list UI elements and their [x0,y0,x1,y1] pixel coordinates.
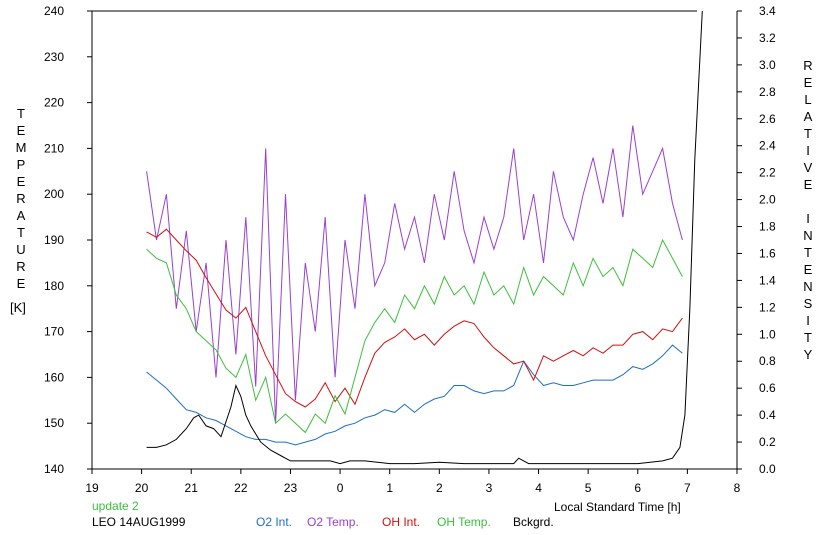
x-tick-label: 8 [734,481,741,495]
y-right-title-letter: E [804,75,813,90]
y-left-tick-label: 180 [44,279,64,293]
y-right-title-letter: I [806,143,810,158]
y-right-title-letter: V [804,160,813,175]
x-tick-label: 19 [85,481,99,495]
y-right-title-letter: S [804,296,813,311]
x-tick-label: 21 [185,481,199,495]
legend-entry: Bckgrd. [513,515,554,529]
y-right-tick-label: 1.0 [759,327,776,341]
x-tick-label: 3 [486,481,493,495]
labels: 19 20 21 22 23 0 1 2 3 4 5 6 7 8140150160170180190200… [16,4,813,529]
x-axis-label: Local Standard Time [h] [554,500,681,514]
x-tick-label: 22 [234,481,248,495]
y-right-tick-label: 3.2 [759,31,776,45]
y-right-title-letter: E [804,262,813,277]
legend-entry: O2 Int. [256,515,292,529]
x-tick-label: 1 [386,481,393,495]
legend-entry: OH Temp. [437,515,491,529]
x-tick-label: 6 [634,481,641,495]
y-left-title-letter: A [17,208,26,223]
x-tick-label: 2 [436,481,443,495]
y-right-title-letter: Y [804,347,813,362]
series-line [146,344,683,446]
y-right-tick-label: 1.2 [759,300,776,314]
x-tick-label: 20 [135,481,149,495]
y-right-tick-label: 2.2 [759,166,776,180]
left-unit-label: [K] [10,300,26,315]
x-tick-label: 23 [284,481,298,495]
update-annotation: update 2 [92,499,139,513]
series-line [146,10,703,465]
y-right-tick-label: 1.6 [759,246,776,260]
y-left-title-letter: R [16,259,25,274]
y-left-tick-label: 140 [44,462,64,476]
x-tick-label: 7 [684,481,691,495]
y-right-title-letter: I [806,211,810,226]
y-right-tick-label: 3.0 [759,58,776,72]
legend-entry: OH Int. [382,515,420,529]
y-left-title-letter: T [17,225,25,240]
y-right-tick-label: 3.4 [759,4,776,18]
y-left-tick-label: 160 [44,370,64,384]
y-left-tick-label: 200 [44,187,64,201]
axes [87,10,742,474]
series-line [146,238,683,434]
y-left-tick-label: 190 [44,233,64,247]
y-left-title-letter: E [17,276,26,291]
y-right-title-letter: A [804,109,813,124]
y-left-title-letter: R [16,191,25,206]
y-right-tick-label: 1.4 [759,273,776,287]
y-left-tick-label: 150 [44,416,64,430]
series-layer [146,10,703,465]
y-right-tick-label: 2.8 [759,85,776,99]
y-right-title-letter: T [804,245,812,260]
y-right-tick-label: 0.6 [759,381,776,395]
y-left-title-letter: U [16,242,25,257]
y-right-tick-label: 1.8 [759,220,776,234]
series-line [146,125,683,424]
series-line [146,228,683,408]
y-left-tick-label: 220 [44,96,64,110]
station-annotation: LEO 14AUG1999 [92,515,186,529]
y-left-title-letter: T [17,106,25,121]
y-left-title-letter: P [17,157,26,172]
y-right-title-letter: N [803,228,812,243]
y-right-tick-label: 2.0 [759,193,776,207]
y-right-title-letter: E [804,177,813,192]
y-right-title-letter: T [804,330,812,345]
y-right-title-letter: I [806,313,810,328]
x-tick-label: 0 [337,481,344,495]
y-left-tick-label: 210 [44,141,64,155]
y-left-tick-label: 230 [44,50,64,64]
y-right-tick-label: 2.6 [759,112,776,126]
y-left-tick-label: 170 [44,325,64,339]
y-left-title-letter: E [17,174,26,189]
y-left-tick-label: 240 [44,4,64,18]
y-right-tick-label: 0.0 [759,462,776,476]
y-right-title-letter: R [803,58,812,73]
legend-entry: O2 Temp. [307,515,359,529]
y-left-title-letter: E [17,123,26,138]
x-tick-label: 4 [535,481,542,495]
y-right-tick-label: 0.2 [759,435,776,449]
x-tick-label: 5 [585,481,592,495]
y-right-tick-label: 0.8 [759,354,776,368]
y-right-title-letter: N [803,279,812,294]
y-right-tick-label: 2.4 [759,139,776,153]
y-left-title-letter: M [16,140,27,155]
y-right-title-letter: T [804,126,812,141]
y-right-title-letter: L [804,92,811,107]
y-right-tick-label: 0.4 [759,408,776,422]
